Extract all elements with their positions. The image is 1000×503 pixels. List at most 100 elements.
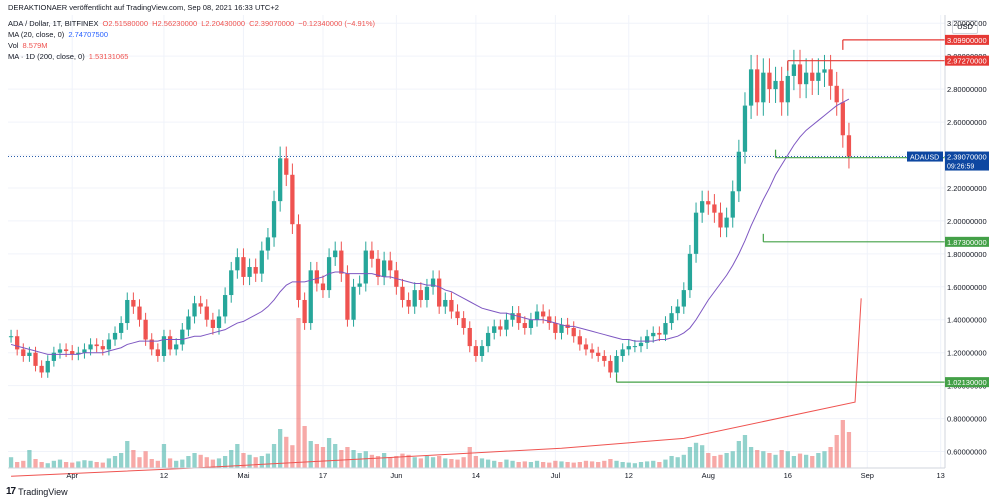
- candle-body: [241, 257, 246, 277]
- footer-brand[interactable]: 17 TradingView: [6, 486, 68, 497]
- candle-body: [485, 332, 491, 347]
- candle-body: [767, 72, 772, 90]
- volume-bar: [259, 456, 264, 468]
- volume-bar: [571, 462, 576, 468]
- candle-body: [192, 303, 197, 317]
- candle-body: [522, 323, 527, 328]
- volume-bar: [143, 451, 148, 468]
- volume-bar: [651, 460, 656, 468]
- last-price-countdown: 09:26:59: [947, 164, 974, 171]
- candle-body: [736, 151, 741, 192]
- candle-body: [314, 270, 319, 284]
- candle-body: [229, 270, 234, 296]
- volume-bar: [797, 453, 803, 468]
- candle-body: [589, 349, 595, 353]
- candle-body: [143, 319, 148, 340]
- volume-bar: [430, 457, 436, 468]
- volume-bar: [320, 447, 326, 468]
- volume-bar: [100, 462, 105, 468]
- volume-bar: [565, 462, 570, 468]
- volume-bar: [767, 453, 772, 468]
- candle-body: [265, 237, 271, 251]
- candle-body: [57, 349, 63, 353]
- ma200-line: [11, 298, 862, 477]
- volume-bar: [302, 426, 307, 468]
- volume-bar: [547, 462, 552, 468]
- ma20-line: [10, 98, 850, 355]
- volume-bar: [522, 461, 527, 468]
- candle-body: [700, 201, 705, 213]
- candle-body: [810, 72, 815, 81]
- y-tick-label: 2.60000000: [947, 118, 987, 127]
- ma200-legend[interactable]: MA · 1D (200, close, 0) 1.53131065: [8, 52, 130, 61]
- candle-body: [424, 286, 430, 300]
- candle-body: [693, 212, 699, 254]
- candle-body: [339, 250, 344, 274]
- candle-body: [651, 332, 656, 337]
- candle-body: [510, 313, 515, 320]
- ohlc-low: L2.20430000: [201, 19, 246, 28]
- candle-body: [94, 344, 99, 347]
- candle-body: [840, 102, 845, 136]
- volume-bar: [235, 444, 240, 468]
- candle-body: [803, 72, 809, 85]
- volume-bar: [265, 453, 271, 468]
- candle-body: [63, 349, 69, 352]
- volume-bar: [204, 457, 209, 468]
- time-axis[interactable]: Apr 12 Mai 17 Jun 14 Jul 12 Aug 16 Sep 13: [8, 467, 945, 480]
- ohlc-open: O2.51580000: [102, 19, 149, 28]
- volume-bar: [773, 454, 778, 468]
- volume-bar: [76, 461, 81, 468]
- candle-body: [473, 346, 479, 356]
- volume-bar: [461, 457, 466, 468]
- volume-bar: [791, 456, 797, 468]
- volume-bar: [693, 442, 699, 468]
- candle-body: [706, 201, 711, 205]
- candle-body: [333, 250, 338, 258]
- volume-bar: [700, 445, 705, 468]
- volume-bar: [339, 450, 344, 468]
- volume-bar: [131, 450, 136, 468]
- symbol-name[interactable]: ADA / Dollar, 1T, BITFINEX: [8, 19, 99, 28]
- candle-body: [308, 270, 313, 324]
- price-line-label-bg: [945, 377, 989, 388]
- volume-bar: [375, 456, 381, 468]
- volume-bar: [45, 463, 50, 468]
- candle-body: [131, 299, 136, 307]
- candle-body: [106, 339, 112, 350]
- currency-badge[interactable]: USD: [952, 20, 978, 34]
- last-price-label-bg: [945, 151, 989, 171]
- volume-bar: [21, 460, 26, 468]
- volume-bar: [229, 450, 234, 468]
- volume-bar: [675, 457, 680, 468]
- x-tick-label: 13: [937, 471, 945, 480]
- candle-body: [210, 319, 216, 328]
- candle-body: [712, 204, 717, 213]
- candle-body: [541, 311, 546, 317]
- x-tick-label: Jul: [551, 471, 561, 480]
- tradingview-logo-icon: 17: [6, 486, 16, 497]
- candle-body: [602, 355, 607, 361]
- volume-bar: [155, 460, 160, 468]
- volume-bar: [730, 451, 735, 468]
- x-tick-label: Sep: [861, 471, 874, 480]
- volume-bar: [412, 457, 417, 468]
- candle-body: [577, 336, 582, 345]
- candle-body: [167, 336, 173, 350]
- candle-body: [320, 283, 326, 291]
- volume-bar: [803, 454, 809, 468]
- ma20-legend[interactable]: MA (20, close, 0) 2.74707500: [8, 30, 110, 39]
- volume-legend[interactable]: Vol 8.579M: [8, 41, 50, 50]
- candle-body: [730, 191, 735, 218]
- candle-body: [247, 267, 252, 277]
- candle-body: [449, 299, 454, 312]
- candle-body: [259, 250, 264, 274]
- ma20-legend-label: MA (20, close, 0): [8, 30, 65, 39]
- candle-body: [27, 352, 32, 356]
- candle-body: [235, 257, 240, 271]
- volume-bar: [822, 451, 827, 468]
- candle-body: [547, 316, 552, 324]
- volume-bar: [106, 458, 112, 468]
- volume-bar: [381, 453, 387, 468]
